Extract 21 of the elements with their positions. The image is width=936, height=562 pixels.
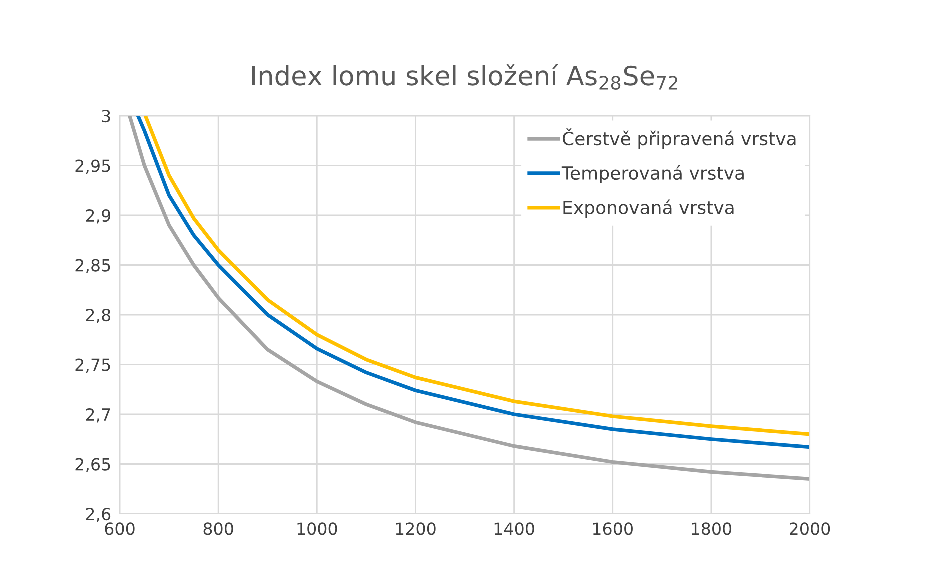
y-tick-label: 2,8 [86,308,111,324]
legend-label: Čerstvě připravená vrstva [562,128,796,150]
y-tick-label: 2,85 [76,259,110,274]
legend-label: Exponovaná vrstva [564,200,734,218]
x-tick-label: 1600 [593,522,633,536]
x-tick-label: 1200 [396,522,436,536]
x-tick-label: 1000 [298,522,338,536]
x-tick-label: 1800 [692,522,732,536]
y-tick-label: 2,95 [76,160,110,174]
y-tick-label: 2,6 [86,508,111,522]
x-tick-label: 600 [105,522,135,536]
x-tick-label: 2000 [790,522,830,536]
legend-label: Temperovaná vrstva [562,165,744,184]
x-tick-label: 800 [204,522,234,536]
y-tick-label: 2,65 [76,458,110,473]
chart-title: Index lomu skel složení As$_{28}$Se$_{72}$ [252,64,678,90]
y-tick-label: 3 [102,110,110,123]
y-tick-label: 2,7 [86,408,110,423]
y-tick-label: 2,9 [86,209,110,224]
y-tick-label: 2,75 [76,358,110,374]
x-tick-label: 1400 [494,522,534,536]
